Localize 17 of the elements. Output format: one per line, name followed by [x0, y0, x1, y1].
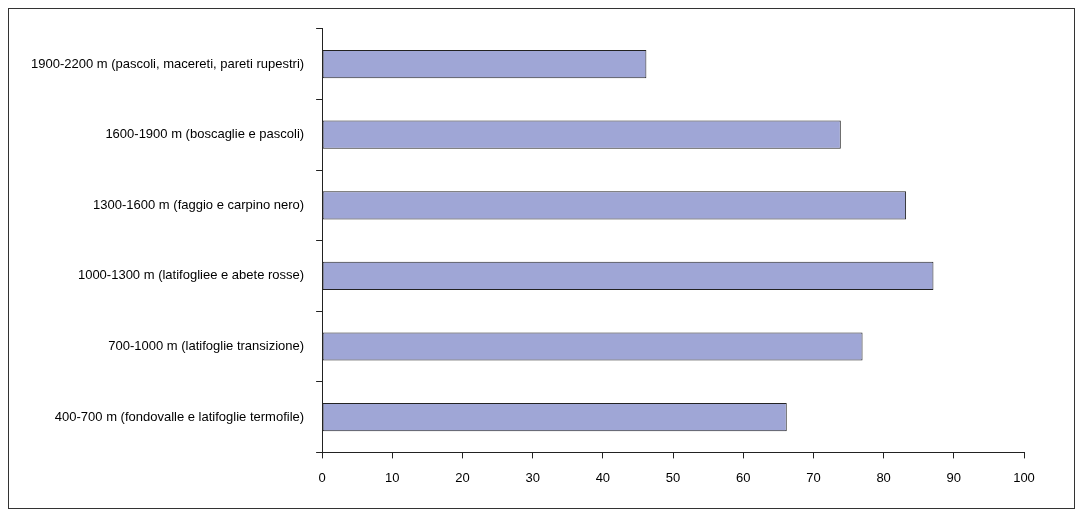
x-tick-label: 60	[736, 469, 751, 485]
y-tick-label: 1300-1600 m (faggio e carpino nero)	[93, 196, 305, 212]
x-tick-label: 70	[806, 469, 821, 485]
y-tick-label: 700-1000 m (latifoglie transizione)	[108, 338, 305, 354]
x-tick-label: 90	[946, 469, 962, 485]
y-tick-label: 1000-1300 m (latifogliee e abete rosse)	[77, 267, 305, 283]
y-tick-label: 1900-2200 m (pascoli, macereti, pareti rupestri)	[31, 55, 305, 71]
y-tick-label: 400-700 m (fondovalle e latifoglie termofile)	[54, 408, 305, 424]
x-tick-label: 100	[1013, 469, 1035, 485]
y-tick-label: 1600-1900 m (boscaglie e pascoli)	[105, 126, 305, 142]
x-tick-label: 10	[385, 469, 400, 485]
x-tick-label: 50	[665, 469, 681, 485]
x-tick-label: 40	[595, 469, 611, 485]
x-tick-label: 30	[525, 469, 540, 485]
x-tick-label: 0	[318, 469, 326, 485]
x-tick-label: 80	[876, 469, 891, 485]
x-tick-label: 20	[455, 469, 470, 485]
